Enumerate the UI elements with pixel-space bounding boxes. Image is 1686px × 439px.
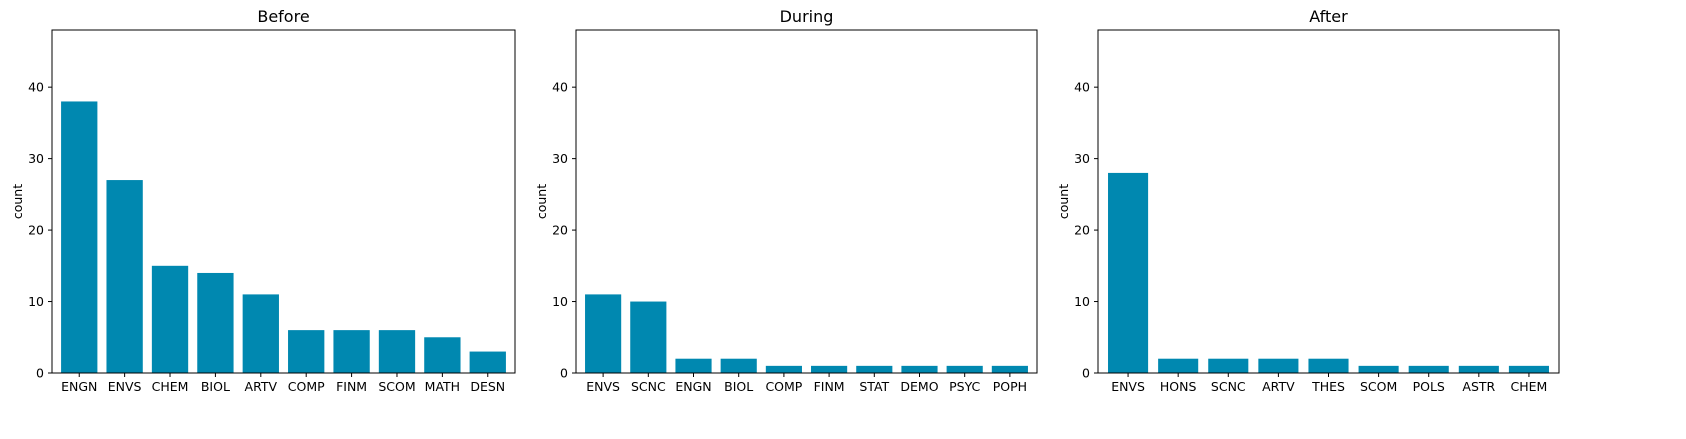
x-tick-label: COMP [765,379,802,394]
y-tick-label: 20 [552,223,568,238]
bar-scom [1358,365,1399,373]
y-axis-label: count [10,184,25,219]
bar-finm [811,365,848,373]
bar-envs [585,294,622,373]
bar-chem [151,265,189,373]
x-tick-label: POPH [993,379,1027,394]
bar-scnc [630,301,667,373]
y-tick-label: 0 [560,366,568,381]
x-tick-label: SCOM [1360,379,1397,394]
panel-2: After ENVS HONS SCNC ARTV THES SCOM POLS ASTR CHE… [1056,7,1560,394]
x-tick-label: THES [1311,379,1345,394]
panel-title: After [1309,7,1348,26]
axes-frame [51,29,516,374]
x-tick-label: COMP [288,379,325,394]
x-tick-label: ENGN [61,379,97,394]
x-tick-label: ENVS [586,379,620,394]
bar-artv [1258,358,1299,373]
x-tick-label: PSYC [949,379,980,394]
y-axis-label: count [534,184,549,219]
y-tick-label: 20 [1074,223,1090,238]
x-tick-label: ASTR [1462,379,1495,394]
x-tick-label: POLS [1413,379,1445,394]
bar-desn [469,351,506,373]
bar-artv [242,294,279,373]
bar-math [424,337,461,373]
bar-psyc [946,365,983,373]
y-tick-label: 30 [552,151,568,166]
panel-title: During [780,7,834,26]
bar-biol [197,272,234,373]
y-tick-label: 10 [552,294,568,309]
bar-thes [1308,358,1349,373]
bar-comp [288,330,325,373]
panel-1: During ENVS SCNC ENGN BIOL COMP FINM STAT DEMO PS… [534,7,1038,394]
x-tick-label: SCNC [1211,379,1246,394]
x-tick-label: BIOL [201,379,230,394]
y-tick-label: 0 [36,366,44,381]
bar-envs [106,180,143,373]
y-tick-label: 30 [1074,151,1090,166]
x-tick-label: FINM [336,379,367,394]
x-tick-label: HONS [1160,379,1197,394]
bar-scnc [1208,358,1249,373]
x-tick-label: MATH [425,379,460,394]
y-tick-label: 40 [28,80,44,95]
x-tick-label: DEMO [900,379,938,394]
x-tick-label: ENGN [675,379,711,394]
y-axis-label: count [1056,184,1071,219]
bar-biol [720,358,757,373]
x-tick-label: FINM [814,379,845,394]
x-tick-label: DESN [470,379,505,394]
x-tick-label: BIOL [724,379,753,394]
x-tick-label: ENVS [108,379,142,394]
axes-frame [1097,29,1560,374]
bar-engn [675,358,712,373]
y-tick-label: 40 [552,80,568,95]
bar-hons [1158,358,1199,373]
bar-demo [901,365,938,373]
axes-frame [575,29,1038,374]
y-tick-label: 0 [1082,366,1090,381]
x-tick-label: ARTV [1262,379,1295,394]
panel-0: Before ENGN ENVS CHEM BIOL ARTV COMP FINM SCOM MA… [10,7,516,394]
bar-pols [1408,365,1449,373]
bar-engn [61,101,98,373]
y-tick-label: 10 [1074,294,1090,309]
bar-comp [765,365,802,373]
x-tick-label: CHEM [152,379,189,394]
x-tick-label: CHEM [1511,379,1548,394]
x-tick-label: ENVS [1111,379,1145,394]
x-tick-label: SCNC [631,379,666,394]
bar-envs [1108,172,1149,373]
y-tick-label: 20 [28,223,44,238]
y-tick-label: 40 [1074,80,1090,95]
bar-finm [333,330,370,373]
bar-poph [991,365,1028,373]
y-tick-label: 30 [28,151,44,166]
y-tick-label: 10 [28,294,44,309]
panel-title: Before [257,7,309,26]
bar-astr [1458,365,1499,373]
x-tick-label: STAT [859,379,889,394]
x-tick-label: ARTV [245,379,278,394]
bar-chem [1508,365,1549,373]
bar-scom [378,330,416,373]
x-tick-label: SCOM [378,379,415,394]
bar-stat [856,365,893,373]
